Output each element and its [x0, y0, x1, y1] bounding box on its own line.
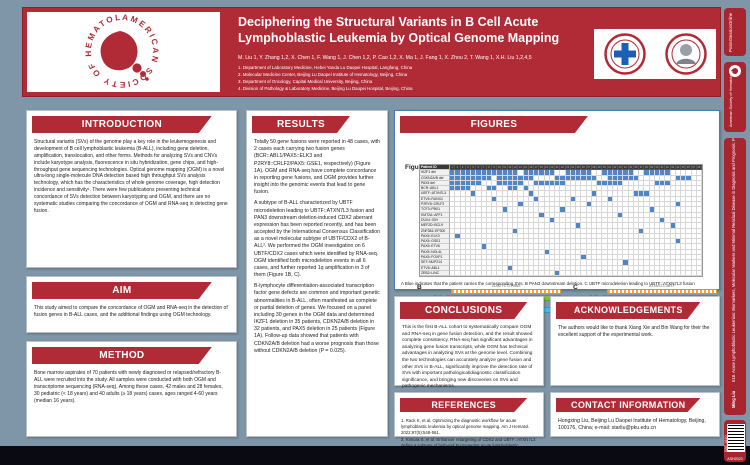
heatmap-row: KMT2A::AFF1 [420, 212, 702, 218]
results-paragraph: Totally 50 gene fusions were reported in… [254, 139, 381, 196]
results-paragraph: B-lymphocyte differentiation-associated … [254, 283, 380, 354]
gene-track [451, 289, 561, 294]
heatmap-row: PAX5::NOL4L [420, 249, 702, 256]
session-badge: 618. Acute Lymphoblastic Leukemias: Biom… [724, 138, 746, 415]
results-panel: RESULTS Totally 50 gene fusions were rep… [246, 110, 388, 437]
results-paragraph: A subtype of B-ALL characterized by UBTF… [254, 200, 381, 279]
aim-body: This study aimed to compare the concorda… [34, 305, 228, 318]
aim-title: AIM [32, 282, 212, 299]
figures-panel: FIGURES Figure 1 A Patient ID12345678910… [394, 110, 720, 313]
presenter-name: Ming Liu [730, 390, 736, 408]
heatmap-row: P2RY8::CRLF2 [420, 202, 702, 208]
contact-body: Hongxing Liu, Beijing Lu Daopei Institut… [558, 418, 706, 432]
introduction-panel: INTRODUCTION Structural variants (SVs) o… [26, 110, 237, 268]
bottom-bar [0, 446, 750, 465]
heatmap-header-row: Patient ID 1 2 3 4 5 6 7 8 9 10 11 12 13 14 15 16 17 18 19 2… [420, 165, 702, 171]
heatmap-row: PAX5::GSE1 [420, 239, 702, 245]
heatmap-row: SET::NUP214 [420, 260, 702, 266]
heatmap: Patient ID 1 2 3 4 5 6 7 8 9 10 11 12 13 14 15 16 17 18 19 2… [419, 164, 703, 278]
heatmap-row: DUX4::IGH [420, 217, 702, 224]
figure-b-gene-labels: CDX2 FLT3 PAN3 [491, 284, 521, 288]
figure-c-gene-labels: ATXN7L3 UBTF [649, 284, 675, 288]
heatmap-row: PAX5::ELK3 [420, 233, 702, 240]
event-label: ASH2023 [727, 457, 743, 461]
results-title: RESULTS [252, 116, 350, 133]
heatmap-row: ETV6::ABL1 [420, 265, 702, 271]
poster-code: SAT-1610 [724, 435, 728, 452]
ash-drop-icon [729, 65, 741, 77]
heatmap-row: BCR::ABL1 [420, 186, 702, 192]
heatmap-row: ZNF384::EP300 [420, 228, 702, 234]
ash-sidebar-label: American Society of Hematology [728, 70, 733, 127]
introduction-title: INTRODUCTION [32, 116, 212, 133]
gene-track [607, 289, 717, 294]
session-title: 618. Acute Lymphoblastic Leukemias: Biom… [730, 138, 736, 382]
affiliation-line: 3. Department of Oncology, Capital Medic… [238, 79, 373, 85]
references-title: REFERENCES [400, 398, 527, 412]
introduction-body: Structural variants (SVs) of the genome … [34, 139, 228, 214]
reference-item: 1. Rack K, et al. Optimizing the diagnos… [401, 418, 530, 435]
heatmap-row: PAX5 del [420, 180, 702, 187]
acknowledgements-title: ACKNOWLEDGEMENTS [556, 302, 700, 319]
poster-service-badge: PosterSessionOnline [724, 8, 746, 56]
heatmap-row: UBTF::ATXN7L3 [420, 191, 702, 197]
poster-header: AMERICAN SOCIETY OF HEMATOLOGY Decipheri… [22, 7, 721, 97]
poster-service-label: PosterSessionOnline [728, 12, 733, 52]
poster-authors: M. Liu 1, Y. Zhang 1,2, X. Chen 1, F. Wa… [238, 55, 532, 61]
heatmap-row: CDKN2A/B del [420, 175, 702, 181]
poster-affiliations: 1. Department of Laboratory Medicine, He… [238, 64, 708, 92]
method-body: Bone marrow aspirates of 70 patients wit… [34, 370, 223, 404]
conclusions-title: CONCLUSIONS [400, 302, 527, 319]
references-panel: REFERENCES 1. Rack K, et al. Optimizing … [394, 392, 544, 454]
hematology-institute-logo-icon [664, 33, 707, 75]
method-panel: METHOD Bone marrow aspirates of 70 patie… [26, 341, 237, 437]
heatmap-row: MEF2D::BCL9 [420, 223, 702, 229]
affiliation-line: 4. Division of Pathology & Laboratory Me… [238, 86, 413, 92]
heatmap-row: TCF3::PBX1 [420, 207, 702, 213]
ash-logo-box: AMERICAN SOCIETY OF HEMATOLOGY [27, 12, 220, 92]
poster-code-badge: SAT-1610 ASH2023 [724, 420, 746, 462]
affiliation-line: 1. Department of Laboratory Medicine, He… [238, 65, 413, 70]
contact-title: CONTACT INFORMATION [556, 398, 700, 412]
poster-title: Deciphering the Structural Variants in B… [238, 15, 560, 45]
acknowledgements-body: The authors would like to thank Xiang Xi… [558, 325, 710, 338]
contact-panel: CONTACT INFORMATION Hongxing Liu, Beijin… [550, 392, 720, 437]
method-title: METHOD [32, 347, 212, 364]
aim-panel: AIM This study aimed to compare the conc… [26, 276, 237, 333]
ash-sidebar-badge: American Society of Hematology [724, 62, 746, 132]
figure-c-label: C [573, 284, 578, 291]
acknowledgements-panel: ACKNOWLEDGEMENTS The authors would like … [550, 296, 720, 386]
barcode-icon [727, 424, 745, 452]
figure-b-label: B [417, 284, 422, 291]
heatmap-row: PAX5::FOXP1 [420, 255, 702, 261]
heatmap-row: ETV6::RUNX1 [420, 196, 702, 203]
heatmap-row: PAX5::ETV6 [420, 244, 702, 250]
figure-caption: A Blue indicates that the patient carrie… [401, 281, 695, 286]
conclusions-body: This is the first B-ALL cohort to system… [402, 325, 533, 390]
institute-logos-box [594, 29, 716, 79]
conclusions-panel: CONCLUSIONS This is the first B-ALL coho… [394, 296, 544, 389]
heatmap-row: ZEB2::LINC [420, 270, 702, 277]
figures-title: FIGURES [400, 116, 588, 133]
ash-society-logo-icon: AMERICAN SOCIETY OF HEMATOLOGY [84, 13, 158, 89]
medical-group-logo-icon [603, 33, 646, 75]
heatmap-row: IKZF1 del [420, 170, 702, 176]
affiliation-line: 2. Molecular Medicine Center, Beijing Lu… [238, 72, 408, 78]
